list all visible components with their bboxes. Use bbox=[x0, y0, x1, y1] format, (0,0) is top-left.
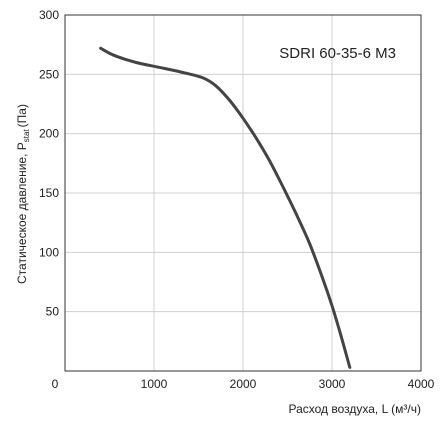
x-tick-label: 4000 bbox=[408, 377, 435, 391]
y-tick-label: 150 bbox=[39, 186, 59, 200]
y-axis-title: Статическое давление, Pstat (Па) bbox=[15, 104, 31, 284]
y-tick-label: 200 bbox=[39, 127, 59, 141]
y-tick-label: 250 bbox=[39, 67, 59, 81]
series-line bbox=[99, 46, 352, 369]
series-label: SDRI 60-35-6 M3 bbox=[279, 45, 396, 62]
x-axis-title: Расход воздуха, L (м³/ч) bbox=[288, 402, 421, 416]
y-axis-title-subscript: stat bbox=[22, 129, 31, 143]
x-tick-label: 3000 bbox=[319, 377, 346, 391]
y-tick-label: 50 bbox=[46, 305, 60, 319]
grid bbox=[64, 14, 422, 371]
y-tick-labels: 50 100 150 200 250 300 bbox=[39, 8, 59, 319]
y-tick-label: 100 bbox=[39, 245, 59, 259]
plot-frame bbox=[64, 14, 422, 372]
x-tick-label: 2000 bbox=[230, 377, 257, 391]
x-tick-label: 0 bbox=[52, 377, 59, 391]
y-axis-title-unit: (Па) bbox=[15, 104, 29, 127]
y-axis-title-main: Статическое давление, P bbox=[15, 142, 29, 284]
x-tick-labels: 0 1000 2000 3000 4000 bbox=[52, 377, 435, 391]
x-tick-label: 1000 bbox=[141, 377, 168, 391]
y-tick-label: 300 bbox=[39, 8, 59, 22]
